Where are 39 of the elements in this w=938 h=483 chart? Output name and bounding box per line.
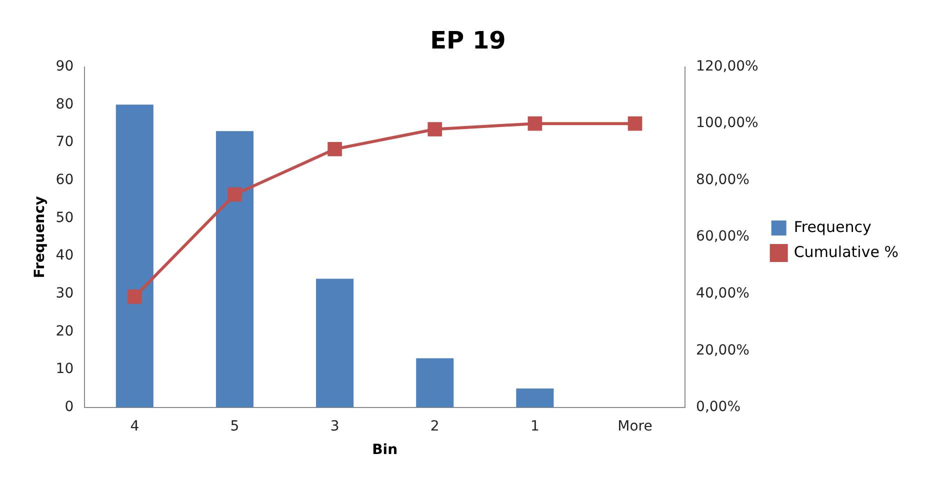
bar bbox=[116, 104, 154, 408]
y2-tick-label: 0,00% bbox=[696, 399, 741, 416]
point bbox=[628, 116, 642, 131]
y-axis-title: Frequency bbox=[32, 196, 48, 278]
y2-tick-label: 80,00% bbox=[696, 172, 750, 188]
y-tick-label: 30 bbox=[56, 286, 74, 302]
point bbox=[528, 116, 542, 131]
y-tick-label: 90 bbox=[56, 58, 74, 74]
y2-tick-label: 60,00% bbox=[696, 228, 750, 245]
y-tick-label: 0 bbox=[64, 399, 74, 416]
legend-label: Frequency bbox=[794, 218, 872, 236]
point bbox=[328, 142, 342, 156]
x-tick-label: 4 bbox=[130, 418, 140, 434]
point bbox=[127, 290, 142, 304]
bar bbox=[416, 358, 454, 408]
y2-tick-label: 120,00% bbox=[696, 58, 758, 74]
bar bbox=[516, 388, 554, 408]
x-axis-title: Bin bbox=[372, 442, 398, 458]
x-tick-label: More bbox=[618, 418, 652, 434]
x-tick-label: 1 bbox=[530, 418, 540, 434]
bar bbox=[216, 131, 254, 408]
point bbox=[228, 187, 242, 202]
y-tick-label: 10 bbox=[56, 361, 74, 378]
x-tick-label: 5 bbox=[230, 418, 240, 434]
point bbox=[428, 122, 442, 136]
y2-tick-label: 40,00% bbox=[696, 286, 750, 302]
x-tick-label: 3 bbox=[330, 418, 340, 434]
y2-tick-label: 20,00% bbox=[696, 342, 750, 358]
legend-label: Cumulative % bbox=[794, 242, 898, 261]
y-tick-label: 60 bbox=[56, 172, 74, 188]
y-tick-label: 50 bbox=[56, 210, 74, 226]
bar bbox=[316, 278, 354, 408]
y-tick-label: 20 bbox=[56, 323, 74, 340]
y2-tick-label: 100,00% bbox=[696, 115, 758, 132]
x-tick-label: 2 bbox=[430, 418, 440, 434]
chart-title: EP 19 bbox=[430, 26, 506, 55]
y-tick-label: 80 bbox=[56, 96, 74, 112]
y-tick-label: 40 bbox=[56, 248, 74, 264]
y-tick-label: 70 bbox=[56, 134, 74, 150]
